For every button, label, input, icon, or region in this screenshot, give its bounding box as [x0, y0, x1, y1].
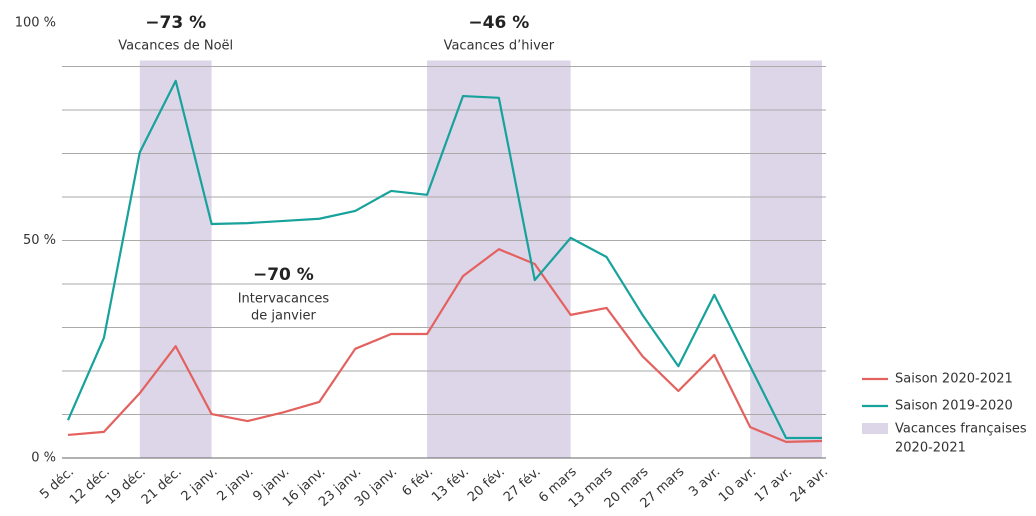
x-tick-label: 17 avr.	[752, 464, 795, 505]
holiday-band	[750, 60, 822, 458]
holiday-band	[139, 60, 212, 458]
legend-label: Saison 2019-2020	[895, 399, 1013, 414]
legend-swatch	[862, 423, 888, 434]
holiday-band	[427, 60, 571, 458]
annotation-value: −73 %	[145, 13, 206, 33]
annotation-text: Intervacances	[238, 292, 330, 307]
x-tick-label: 27 fév.	[501, 464, 544, 505]
annotation-text: Vacances d’hiver	[444, 39, 555, 54]
y-tick-label: 50 %	[23, 233, 56, 248]
annotation-value: −70 %	[253, 265, 314, 285]
x-tick-label: 2 janv.	[215, 464, 257, 504]
series-line	[67, 248, 823, 444]
annotation-text: de janvier	[251, 309, 317, 324]
annotation-value: −46 %	[468, 13, 529, 33]
annotation-text: Vacances de Noël	[118, 39, 233, 54]
legend-label: Vacances françaises	[895, 422, 1027, 437]
y-tick-label: 100 %	[15, 16, 56, 31]
legend-label: 2020-2021	[895, 441, 966, 456]
y-tick-label: 0 %	[31, 451, 56, 466]
x-tick-label: 10 avr.	[716, 464, 759, 505]
x-tick-label: 13 fév.	[429, 464, 472, 505]
legend-label: Saison 2020-2021	[895, 372, 1013, 387]
series-line	[66, 79, 822, 440]
x-tick-label: 20 fév.	[465, 464, 508, 505]
x-tick-label: 24 avr.	[788, 464, 831, 505]
x-tick-label: 21 déc.	[139, 464, 185, 507]
x-tick-label: 2 janv.	[179, 464, 221, 504]
